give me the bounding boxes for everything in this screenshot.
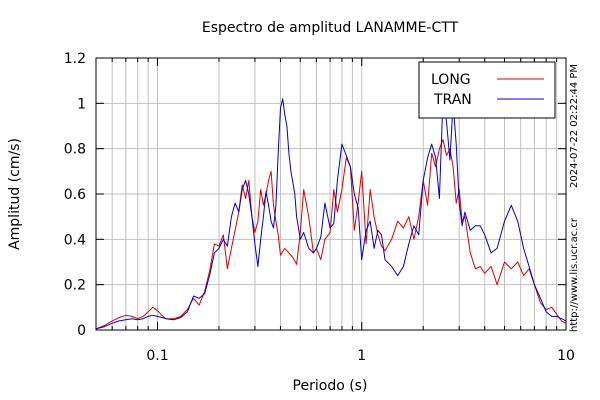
x-tick-label: 0.1 xyxy=(146,348,168,364)
series-lines xyxy=(95,98,567,330)
x-axis-label: Periodo (s) xyxy=(293,378,368,394)
y-tick-label: 1 xyxy=(77,96,86,112)
legend-box xyxy=(418,61,556,119)
axis-ticks: 0 0.2 0.4 0.6 0.8 1 1.2 0.1 1 10 xyxy=(64,51,575,364)
source-url-text: http://www.lis.ucr.ac.cr xyxy=(569,218,580,332)
series-line-tran xyxy=(95,98,567,330)
y-tick-label: 0 xyxy=(77,323,86,339)
y-tick-label: 0.4 xyxy=(64,232,86,248)
legend-label-tran: TRAN xyxy=(433,92,472,108)
y-tick-label: 0.8 xyxy=(64,142,86,158)
x-tick-label: 10 xyxy=(557,348,575,364)
x-tick-label: 1 xyxy=(357,348,366,364)
y-tick-label: 0.6 xyxy=(64,187,86,203)
legend: LONG TRAN xyxy=(418,61,556,119)
y-axis-label: Amplitud (cm/s) xyxy=(7,138,23,250)
y-tick-label: 1.2 xyxy=(64,51,86,67)
series-line-long xyxy=(95,139,567,330)
legend-label-long: LONG xyxy=(431,72,471,88)
timestamp-text: 2024-07-22 02:22:44 PM xyxy=(569,63,580,188)
chart-title: Espectro de amplitud LANAMME-CTT xyxy=(202,20,459,36)
y-tick-label: 0.2 xyxy=(64,278,86,294)
